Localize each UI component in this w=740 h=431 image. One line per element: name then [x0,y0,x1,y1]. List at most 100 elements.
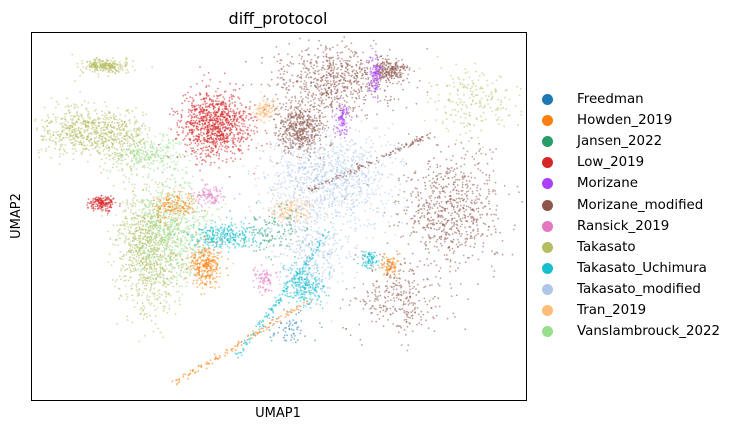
scatter-point [197,143,200,145]
scatter-point [234,101,236,104]
scatter-point [178,134,180,136]
scatter-point [141,244,144,247]
scatter-point [136,157,138,160]
scatter-point [71,53,74,56]
scatter-point [227,112,230,115]
scatter-point [191,104,194,107]
scatter-point [144,140,147,143]
scatter-point [148,267,151,270]
scatter-point [138,235,140,238]
scatter-point [229,110,232,113]
scatter-point [129,259,132,262]
scatter-point [68,124,71,127]
scatter-point [171,241,173,244]
scatter-point [356,71,358,74]
scatter-point [177,211,179,214]
scatter-point [64,115,67,118]
scatter-point [181,197,184,200]
scatter-point [248,113,251,115]
scatter-point [279,127,282,130]
scatter-point [121,123,124,126]
scatter-point [167,138,170,141]
scatter-point [68,126,71,129]
scatter-point [311,130,313,132]
scatter-point [97,76,100,78]
scatter-point [132,165,135,168]
scatter-point [465,113,468,115]
scatter-point [135,135,138,138]
scatter-point [97,58,100,61]
scatter-point [136,199,138,202]
scatter-point [155,269,158,271]
scatter-point [97,197,100,200]
scatter-point [141,302,144,305]
scatter-point [139,264,142,267]
scatter-point [109,69,111,71]
scatter-point [210,98,213,101]
scatter-point [138,134,141,136]
scatter-point [147,249,150,252]
scatter-point [156,273,159,276]
scatter-point [469,90,472,92]
scatter-point [210,146,213,149]
scatter-point [168,229,171,232]
scatter-point [158,195,160,198]
scatter-point [105,132,107,134]
scatter-point [143,334,146,337]
scatter-point [133,264,136,267]
scatter-point [159,224,162,227]
scatter-point [213,95,215,97]
scatter-point [125,72,127,75]
scatter-point [157,231,160,234]
scatter-point [177,119,180,122]
scatter-point [61,143,63,146]
scatter-point [188,267,190,270]
scatter-point [131,294,134,297]
scatter-point [71,142,73,144]
scatter-point [55,121,58,123]
scatter-point [104,162,107,165]
scatter-point [141,155,144,158]
scatter-point [475,88,478,91]
scatter-point [133,154,136,157]
scatter-point [341,72,343,75]
scatter-point [139,234,142,237]
scatter-point [176,204,179,207]
scatter-point [464,132,467,135]
scatter-point [200,238,203,241]
scatter-point [191,150,193,152]
scatter-point [253,172,256,175]
scatter-point [344,80,347,82]
scatter-point [185,125,187,128]
scatter-point [202,179,205,182]
scatter-point [108,62,111,65]
scatter-point [95,203,98,205]
scatter-point [133,163,136,166]
scatter-point [115,141,118,144]
scatter-point [136,246,139,248]
scatter-point [101,59,104,62]
scatter-point [67,137,70,139]
scatter-point [65,151,68,154]
scatter-point [108,121,110,124]
scatter-point [82,141,85,144]
scatter-point [133,143,136,146]
scatter-point [88,149,90,151]
scatter-point [141,309,144,312]
scatter-point [162,236,164,239]
scatter-point [236,118,239,121]
scatter-point [206,132,209,135]
scatter-point [225,105,227,108]
scatter-point [150,200,153,202]
scatter-point [310,65,313,68]
scatter-point [151,271,153,274]
scatter-point [137,268,140,271]
scatter-point [301,55,304,58]
scatter-point [199,216,201,218]
scatter-point [217,108,220,110]
scatter-point [306,138,308,141]
scatter-point [238,97,241,100]
scatter-point [108,135,110,138]
scatter-point [135,229,138,232]
scatter-point [146,294,149,297]
